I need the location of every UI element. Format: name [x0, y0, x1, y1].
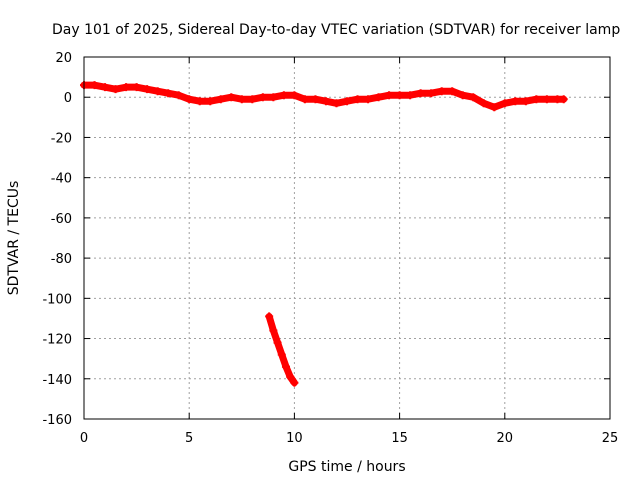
y-tick-label: -100	[42, 292, 72, 307]
data-point-main	[458, 91, 467, 100]
x-tick-label: 15	[391, 431, 408, 446]
data-point-main	[111, 85, 120, 94]
grid-lines	[84, 57, 610, 419]
y-tick-label: 20	[55, 51, 72, 66]
data-point-main	[364, 95, 373, 104]
data-point-main	[206, 97, 215, 106]
data-point-main	[385, 91, 394, 100]
data-point-main	[164, 89, 173, 98]
y-tick-label: -120	[42, 333, 72, 348]
data-point-main	[90, 81, 99, 90]
y-tick-label: -140	[42, 373, 72, 388]
y-tick-label: -80	[51, 252, 72, 267]
x-tick-label: 0	[80, 431, 88, 446]
data-point-main	[258, 93, 267, 102]
data-point-main	[479, 99, 488, 108]
data-point-main	[227, 93, 236, 102]
axis-ticks: 0 5 10 15 20 25 20 0 -20 -40 -60 -80 -100 -120 -140 -16…	[42, 51, 618, 446]
data-point-main	[311, 95, 320, 104]
y-tick-label: -60	[51, 212, 72, 227]
y-tick-label: -20	[51, 131, 72, 146]
data-point-main	[532, 95, 541, 104]
data-point-main	[353, 95, 362, 104]
y-tick-label: 0	[64, 91, 72, 106]
data-point-main	[248, 95, 257, 104]
data-point-main	[542, 95, 551, 104]
data-point-main	[448, 87, 457, 96]
data-point-main	[469, 93, 478, 102]
data-point-main	[427, 89, 436, 98]
data-point-main	[143, 85, 152, 94]
y-axis-label: SDTVAR / TECUs	[6, 181, 22, 296]
data-point-main	[437, 87, 446, 96]
data-point-main	[511, 97, 520, 106]
data-point-outlier	[265, 312, 274, 321]
data-point-main	[559, 95, 568, 104]
data-point-outlier	[269, 326, 278, 335]
data-point-main	[195, 97, 204, 106]
data-point-outlier	[286, 372, 295, 381]
data-point-main	[332, 99, 341, 108]
y-tick-label: -40	[51, 172, 72, 187]
data-point-main	[216, 95, 225, 104]
y-tick-label: -160	[42, 413, 72, 428]
data-point-main	[185, 95, 194, 104]
data-point-outlier	[281, 362, 290, 371]
data-point-main	[269, 93, 278, 102]
data-point-main	[395, 91, 404, 100]
chart-title: Day 101 of 2025, Sidereal Day-to-day VTE…	[52, 22, 620, 38]
x-axis-label: GPS time / hours	[288, 459, 405, 475]
data-point-main	[300, 95, 309, 104]
x-tick-label: 10	[286, 431, 303, 446]
data-point-main	[490, 103, 499, 112]
data-point-outlier	[273, 338, 282, 347]
data-point-main	[500, 99, 509, 108]
data-point-main	[174, 91, 183, 100]
data-point-outlier	[290, 378, 299, 387]
data-point-main	[343, 97, 351, 106]
x-tick-label: 20	[497, 431, 514, 446]
data-points	[80, 81, 568, 387]
data-point-main	[132, 83, 141, 92]
x-tick-label: 25	[602, 431, 619, 446]
data-point-main	[290, 91, 299, 100]
data-point-main	[279, 91, 288, 100]
data-point-outlier	[277, 350, 286, 359]
data-point-main	[374, 93, 383, 102]
data-point-main	[321, 97, 330, 106]
plot-frame	[83, 56, 611, 420]
data-point-main	[153, 87, 162, 96]
data-point-main	[122, 83, 131, 92]
data-point-main	[101, 83, 110, 92]
data-point-main	[521, 97, 530, 106]
data-point-main	[406, 91, 415, 100]
data-point-main	[416, 89, 425, 98]
data-point-main	[237, 95, 246, 104]
x-tick-label: 5	[185, 431, 193, 446]
